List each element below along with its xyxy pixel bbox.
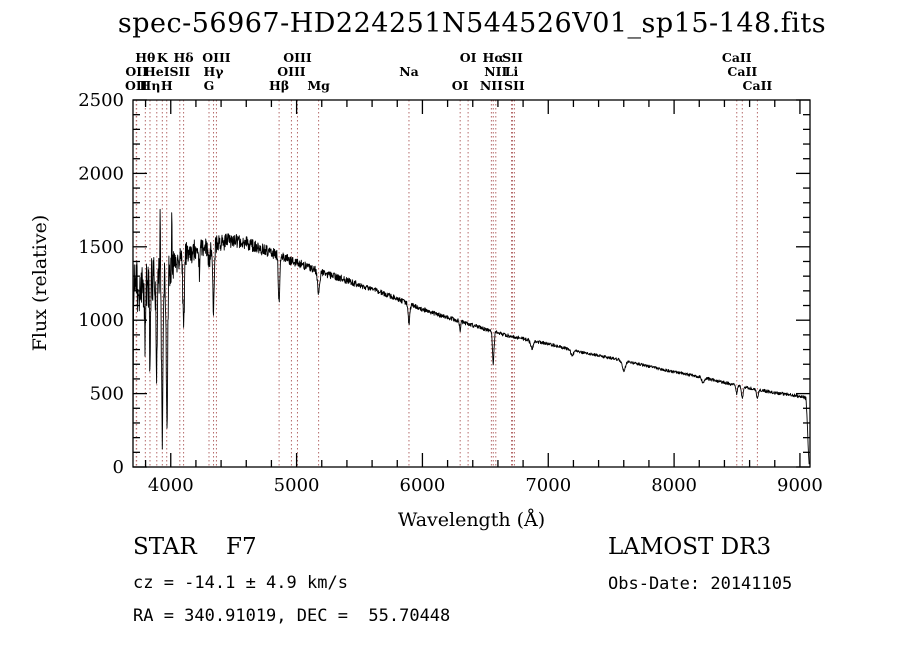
spectral-line-labels: OIIOIIHθHηHeIKHSIIHδGHγOIIIHβOIIIOIIIMgN… (125, 50, 772, 93)
x-tick-label: 5000 (274, 475, 320, 496)
plot-frame (132, 99, 811, 468)
spectral-line-label: OIII (277, 64, 306, 79)
spectral-line-label: OIII (283, 50, 312, 65)
spectral-line-label: Hβ (269, 78, 289, 93)
spectral-line-label: OII (125, 78, 148, 93)
spectral-line-label: Hδ (174, 50, 194, 65)
spectral-line-label: Mg (307, 78, 330, 93)
spectral-line-label: NII (484, 64, 507, 79)
spectral-line-label: CaII (743, 78, 773, 93)
y-tick-label: 500 (90, 384, 124, 405)
tick-labels: 4000 5000 6000 7000 8000 9000 0 500 1000 1500 2000… (78, 90, 823, 496)
spectral-line-label: Hθ (135, 50, 155, 65)
spectral-line-label: Hα (483, 50, 505, 65)
x-tick-label: 9000 (777, 475, 823, 496)
spectral-line-label: G (204, 78, 215, 93)
spectrum-line (133, 208, 810, 465)
x-axis-label: Wavelength (Å) (397, 509, 546, 531)
spectral-line-label: OI (460, 50, 477, 65)
spectral-line-label: Li (505, 64, 519, 79)
y-tick-label: 1000 (78, 310, 124, 331)
radial-velocity-text: cz = -14.1 ± 4.9 km/s (133, 573, 348, 593)
spectral-line-label: Hη (140, 78, 161, 93)
spectral-line-label: K (157, 50, 169, 65)
y-tick-label: 0 (113, 457, 124, 478)
y-axis-label: Flux (relative) (29, 214, 51, 352)
spectral-line-label: SII (502, 50, 523, 65)
x-tick-label: 6000 (400, 475, 446, 496)
spectral-line-label: CaII (722, 50, 752, 65)
spectral-line-markers (135, 100, 758, 467)
spectral-line-label: OII (125, 64, 148, 79)
spectral-line-label: Hγ (204, 64, 225, 79)
spectral-line-label: SII (504, 78, 525, 93)
axes (132, 99, 811, 468)
spectral-line-label: OIII (202, 50, 231, 65)
x-tick-label: 8000 (651, 475, 697, 496)
spectral-line-label: OI (452, 78, 469, 93)
x-tick-label: 7000 (525, 475, 571, 496)
plot-title: spec-56967-HD224251N544526V01_sp15-148.f… (117, 8, 827, 39)
object-classification: STAR F7 (133, 534, 257, 560)
obs-date-text: Obs-Date: 20141105 (608, 574, 793, 594)
spectral-line-label: NII (480, 78, 503, 93)
x-tick-label: 4000 (148, 475, 194, 496)
y-tick-label: 2000 (78, 163, 124, 184)
spectral-line-label: Na (399, 64, 419, 79)
y-tick-label: 2500 (78, 90, 124, 111)
spectral-line-label: SII (169, 64, 190, 79)
spectral-line-label: HeI (144, 64, 170, 79)
spectral-line-label: H (161, 78, 173, 93)
coordinates-text: RA = 340.91019, DEC = 55.70448 (133, 606, 451, 626)
spectral-line-label: CaII (727, 64, 757, 79)
y-tick-label: 1500 (78, 237, 124, 258)
survey-release-label: LAMOST DR3 (608, 534, 772, 560)
